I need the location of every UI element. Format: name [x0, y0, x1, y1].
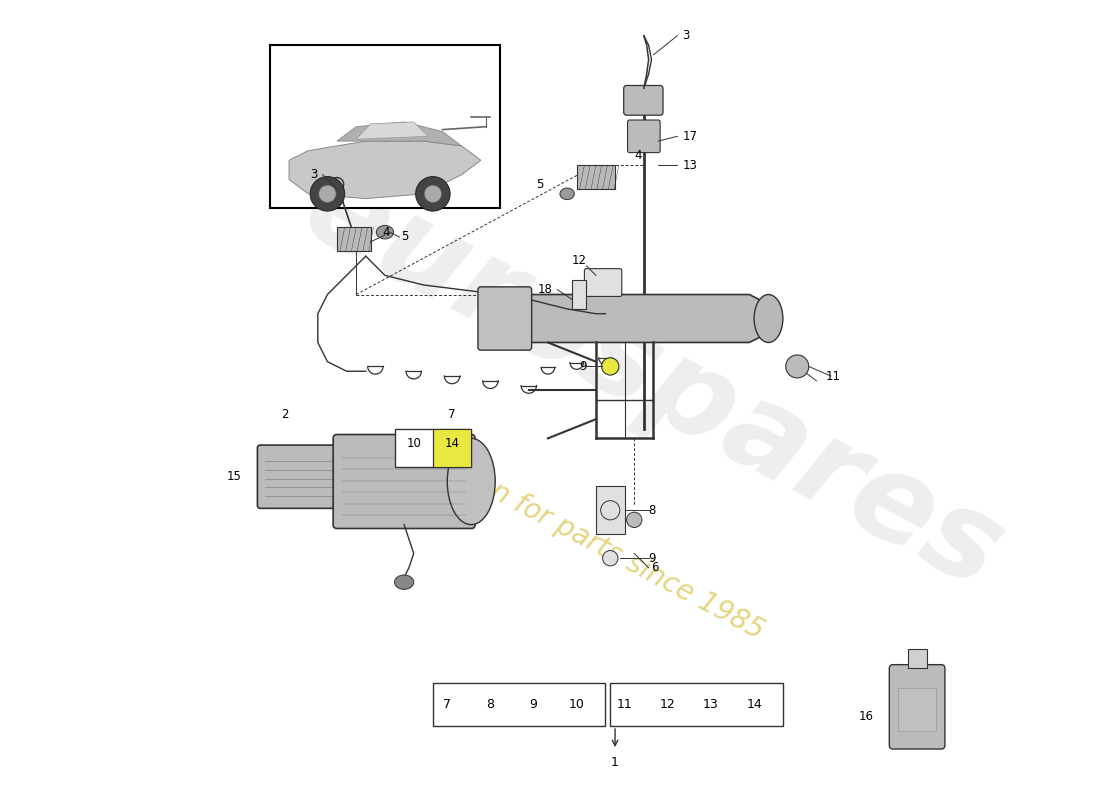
- Bar: [576, 165, 615, 189]
- Text: 10: 10: [406, 437, 421, 450]
- Text: 13: 13: [682, 158, 697, 171]
- Ellipse shape: [755, 294, 783, 342]
- Text: 18: 18: [538, 283, 552, 296]
- Polygon shape: [356, 122, 428, 139]
- Text: 12: 12: [660, 698, 675, 711]
- Text: 9: 9: [649, 552, 656, 565]
- Text: 12: 12: [571, 254, 586, 267]
- FancyBboxPatch shape: [477, 287, 531, 350]
- Text: 8: 8: [486, 698, 494, 711]
- Text: 11: 11: [617, 698, 632, 711]
- Bar: [596, 486, 625, 534]
- Text: 3: 3: [682, 29, 690, 42]
- Circle shape: [416, 177, 450, 211]
- Text: 2: 2: [282, 408, 289, 421]
- Text: 14: 14: [444, 437, 460, 450]
- Text: 8: 8: [649, 504, 656, 517]
- Circle shape: [785, 355, 808, 378]
- Text: 4: 4: [382, 226, 389, 238]
- Bar: [898, 688, 936, 731]
- Bar: [433, 429, 471, 467]
- Circle shape: [601, 501, 620, 520]
- Text: 1: 1: [612, 756, 619, 769]
- Polygon shape: [289, 141, 481, 198]
- Bar: [395, 429, 471, 467]
- Text: 7: 7: [449, 408, 455, 421]
- FancyBboxPatch shape: [889, 665, 945, 749]
- Text: eurospares: eurospares: [285, 148, 1022, 614]
- Text: 5: 5: [536, 178, 543, 190]
- Polygon shape: [337, 122, 462, 146]
- Bar: [433, 683, 605, 726]
- FancyBboxPatch shape: [627, 120, 660, 153]
- Circle shape: [425, 186, 441, 202]
- Text: 10: 10: [569, 698, 584, 711]
- Text: 15: 15: [227, 470, 241, 483]
- Text: 9: 9: [579, 360, 586, 373]
- Text: 14: 14: [746, 698, 762, 711]
- Ellipse shape: [395, 575, 414, 590]
- Ellipse shape: [376, 226, 394, 239]
- Bar: [610, 683, 783, 726]
- FancyBboxPatch shape: [257, 445, 340, 508]
- Text: 7: 7: [443, 698, 451, 711]
- Text: 16: 16: [859, 710, 874, 723]
- Ellipse shape: [448, 438, 495, 525]
- Text: 3: 3: [310, 168, 318, 181]
- FancyBboxPatch shape: [624, 86, 663, 115]
- Text: 9: 9: [529, 698, 538, 711]
- Circle shape: [627, 512, 642, 527]
- Text: 4: 4: [635, 149, 641, 162]
- Bar: [270, 46, 500, 208]
- Text: 13: 13: [703, 698, 718, 711]
- FancyBboxPatch shape: [333, 434, 475, 529]
- FancyBboxPatch shape: [584, 269, 621, 297]
- Text: 6: 6: [651, 562, 658, 574]
- Circle shape: [602, 358, 619, 375]
- Bar: [572, 280, 586, 309]
- Polygon shape: [500, 294, 769, 342]
- Text: 17: 17: [682, 130, 697, 143]
- Text: 11: 11: [826, 370, 842, 382]
- Bar: [337, 227, 371, 251]
- Circle shape: [603, 550, 618, 566]
- Circle shape: [310, 177, 344, 211]
- Text: a passion for parts since 1985: a passion for parts since 1985: [385, 423, 769, 645]
- Circle shape: [319, 186, 336, 202]
- Text: 5: 5: [402, 230, 409, 243]
- Ellipse shape: [560, 188, 574, 199]
- Bar: [908, 650, 926, 669]
